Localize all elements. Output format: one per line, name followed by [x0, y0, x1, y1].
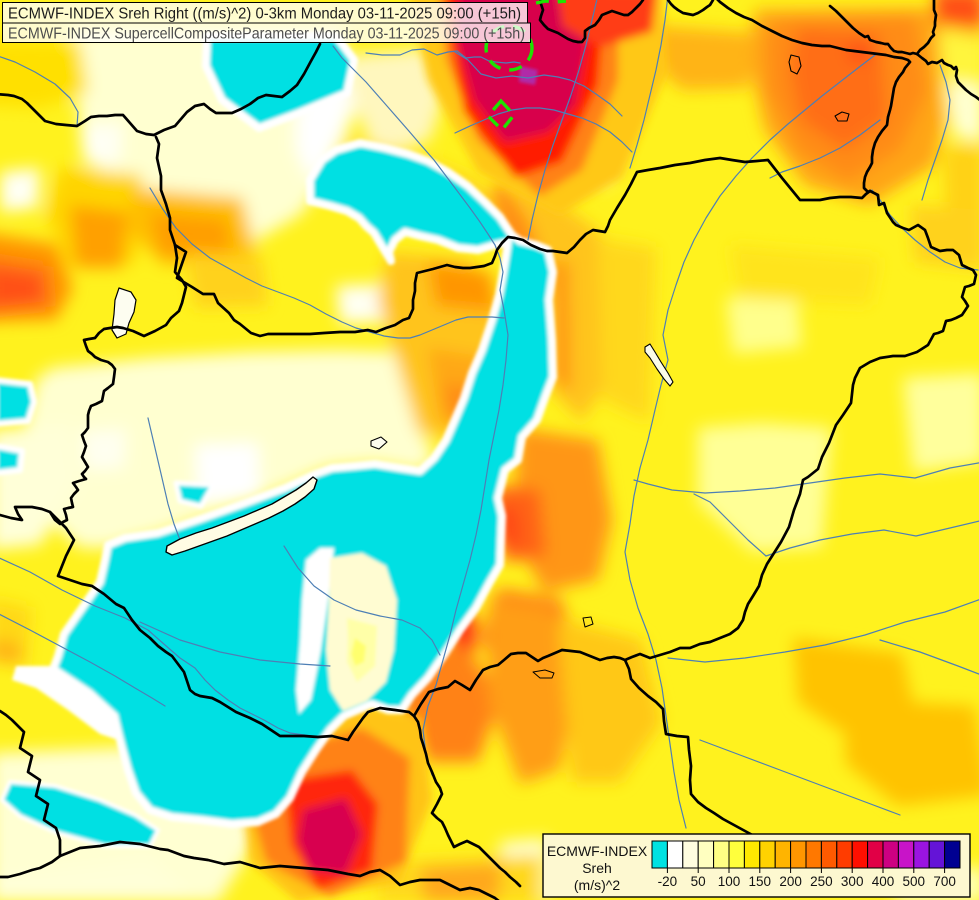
svg-text:700: 700	[933, 874, 956, 889]
svg-text:150: 150	[749, 874, 772, 889]
svg-text:200: 200	[779, 874, 802, 889]
svg-text:250: 250	[810, 874, 833, 889]
svg-text:100: 100	[718, 874, 741, 889]
svg-text:300: 300	[841, 874, 864, 889]
svg-text:-20: -20	[658, 874, 678, 889]
svg-text:400: 400	[872, 874, 895, 889]
svg-text:ECMWF-INDEX Sreh Right ((m/s)^: ECMWF-INDEX Sreh Right ((m/s)^2) 0-3km M…	[8, 6, 521, 23]
svg-text:50: 50	[691, 874, 706, 889]
svg-text:500: 500	[903, 874, 926, 889]
svg-text:(m/s)^2: (m/s)^2	[574, 877, 620, 893]
svg-text:ECMWF-INDEX SupercellComposite: ECMWF-INDEX SupercellCompositeParameter …	[8, 26, 525, 43]
svg-text:ECMWF-INDEX: ECMWF-INDEX	[547, 843, 648, 859]
svg-text:Sreh: Sreh	[582, 860, 612, 876]
